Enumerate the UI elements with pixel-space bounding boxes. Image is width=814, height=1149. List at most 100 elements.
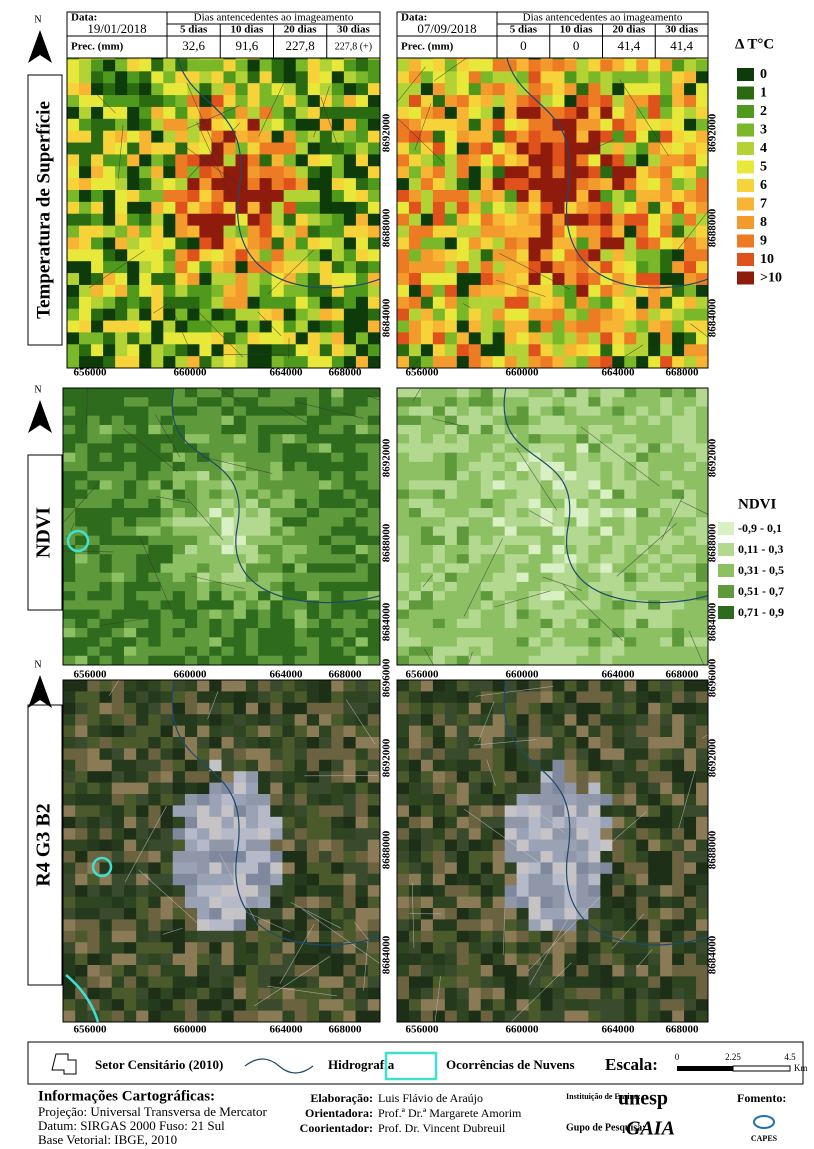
- raster-cell: [319, 999, 332, 1012]
- raster-cell: [294, 535, 308, 546]
- raster-cell: [148, 415, 162, 426]
- raster-cell: [355, 356, 369, 368]
- raster-cell: [163, 213, 176, 227]
- raster-cell: [480, 166, 494, 179]
- raster-cell: [75, 691, 88, 704]
- raster-cell: [696, 489, 708, 500]
- raster-cell: [600, 498, 613, 509]
- raster-cell: [233, 526, 247, 537]
- raster-cell: [480, 885, 494, 898]
- raster-cell: [172, 805, 186, 818]
- raster-cell: [283, 356, 297, 368]
- raster-cell: [221, 480, 235, 491]
- raster-cell: [184, 782, 198, 795]
- raster-cell: [99, 471, 113, 481]
- raster-cell: [151, 59, 164, 72]
- raster-cell: [247, 178, 261, 191]
- legend-title: Δ T°C: [735, 36, 774, 52]
- raster-cell: [528, 544, 542, 555]
- raster-cell: [209, 508, 223, 518]
- raster-cell: [87, 581, 101, 592]
- raster-cell: [123, 805, 137, 818]
- raster-cell: [648, 896, 661, 909]
- raster-cell: [245, 828, 259, 841]
- raster-cell: [564, 273, 578, 286]
- raster-cell: [111, 851, 125, 863]
- raster-cell: [199, 332, 213, 345]
- raster-cell: [199, 308, 213, 322]
- raster-cell: [600, 600, 613, 611]
- raster-cell: [696, 178, 708, 191]
- sector-line: [346, 699, 376, 745]
- raster-cell: [245, 415, 259, 426]
- raster-cell: [160, 908, 174, 920]
- raster-cell: [75, 508, 88, 518]
- raster-cell: [660, 544, 673, 555]
- raster-cell: [258, 987, 271, 1000]
- raster-cell: [696, 225, 708, 239]
- raster-cell: [331, 805, 345, 818]
- raster-cell: [516, 737, 530, 749]
- raster-cell: [319, 452, 332, 463]
- raster-cell: [197, 976, 210, 989]
- raster-cell: [103, 344, 116, 357]
- raster-cell: [91, 237, 104, 250]
- raster-cell: [636, 885, 649, 898]
- raster-cell: [139, 118, 152, 132]
- raster-cell: [211, 118, 225, 132]
- raster-cell: [136, 508, 149, 518]
- raster-cell: [283, 130, 297, 144]
- legend-label: 10: [760, 252, 774, 267]
- raster-cell: [148, 609, 162, 620]
- raster-cell: [282, 591, 296, 601]
- raster-cell: [672, 118, 685, 132]
- raster-cell: [660, 249, 673, 262]
- raster-cell: [696, 95, 708, 108]
- raster-cell: [660, 862, 673, 875]
- raster-cell: [343, 609, 357, 620]
- raster-cell: [444, 526, 458, 537]
- raster-cell: [492, 213, 506, 227]
- raster-cell: [355, 805, 369, 818]
- raster-cell: [245, 896, 259, 909]
- raster-cell: [187, 106, 201, 120]
- raster-cell: [282, 600, 296, 611]
- raster-cell: [123, 896, 137, 909]
- raster-cell: [258, 618, 271, 629]
- table-prec: 0: [520, 38, 527, 53]
- raster-cell: [197, 526, 210, 537]
- raster-cell: [270, 397, 284, 408]
- raster-cell: [516, 106, 530, 120]
- raster-cell: [468, 178, 482, 191]
- sector-line: [678, 770, 696, 830]
- raster-cell: [612, 759, 625, 772]
- raster-cell: [233, 471, 247, 481]
- raster-cell: [468, 618, 482, 629]
- raster-cell: [163, 249, 176, 262]
- raster-cell: [588, 480, 601, 491]
- raster-cell: [540, 851, 554, 863]
- raster-cell: [187, 356, 201, 368]
- raster-cell: [468, 976, 482, 989]
- raster-cell: [516, 839, 530, 852]
- raster-cell: [648, 637, 661, 648]
- raster-cell: [355, 637, 369, 648]
- raster-cell: [420, 535, 434, 546]
- raster-cell: [480, 118, 494, 132]
- raster-cell: [87, 471, 101, 481]
- raster-cell: [636, 178, 649, 191]
- raster-cell: [672, 480, 685, 491]
- raster-cell: [343, 406, 357, 417]
- raster-cell: [245, 748, 259, 761]
- raster-cell: [258, 896, 271, 909]
- raster-cell: [397, 388, 410, 398]
- raster-cell: [408, 816, 422, 829]
- raster-cell: [259, 237, 273, 250]
- raster-cell: [87, 434, 101, 444]
- raster-cell: [79, 154, 92, 167]
- raster-cell: [123, 609, 137, 620]
- raster-cell: [672, 154, 685, 167]
- raster-cell: [420, 517, 434, 528]
- raster-cell: [172, 1010, 186, 1022]
- raster-cell: [516, 691, 530, 704]
